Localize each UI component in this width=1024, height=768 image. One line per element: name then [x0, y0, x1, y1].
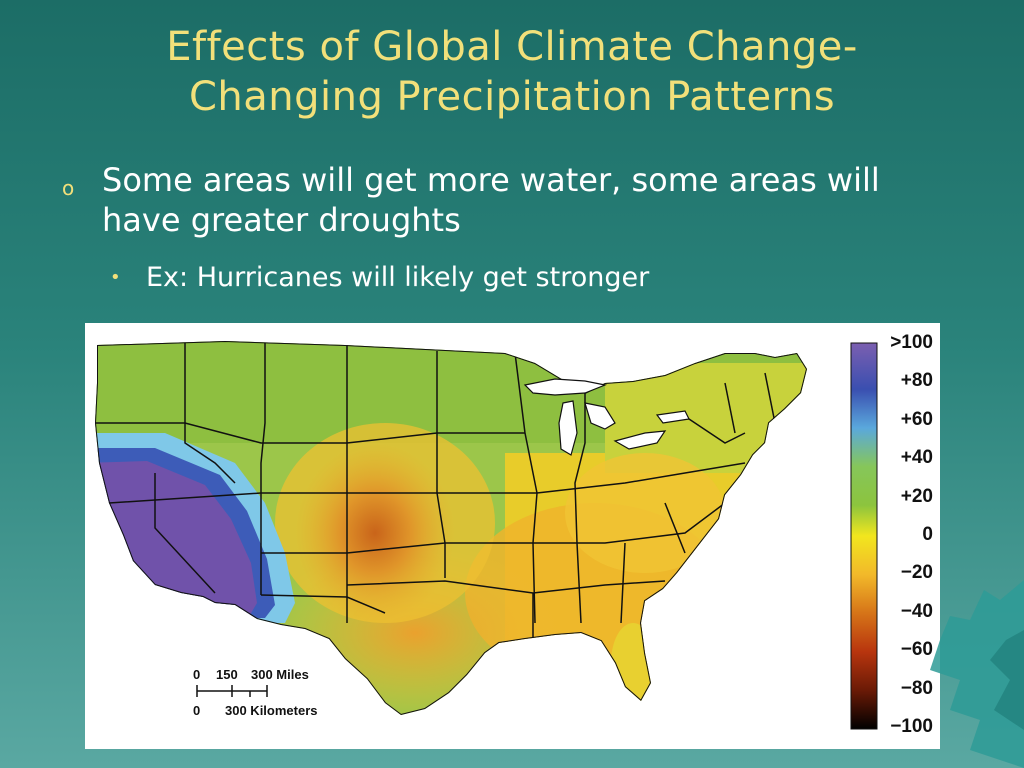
title-line-1: Effects of Global Climate Change- [166, 24, 858, 70]
legend-label: +80 [900, 370, 933, 392]
scale-bar [196, 685, 268, 697]
legend-label: >100 [890, 332, 933, 353]
legend-label: −20 [900, 562, 933, 584]
legend-label: −60 [900, 639, 933, 661]
legend-label: −100 [890, 716, 933, 737]
legend-color-bar [850, 342, 878, 730]
title-line-2: Changing Precipitation Patterns [188, 74, 836, 120]
scale-miles-150: 150 [216, 667, 238, 682]
bullet-text: Some areas will get more water, some are… [102, 161, 880, 239]
sub-bullet-text: Ex: Hurricanes will likely get stronger [146, 262, 650, 293]
legend-label: +40 [900, 447, 933, 469]
us-map-graphic [95, 341, 878, 730]
legend-label: −40 [900, 600, 933, 622]
legend-label: 0 [922, 524, 933, 545]
legend-label: −80 [900, 677, 933, 699]
bullet-marker: o [62, 176, 75, 200]
scale-miles-0: 0 [193, 667, 201, 682]
slide-title: Effects of Global Climate Change- Changi… [0, 22, 1024, 122]
legend-label: +60 [900, 408, 933, 430]
scale-km-300: 300 Kilometers [225, 703, 318, 718]
scale-km-0: 0 [193, 703, 201, 718]
decorative-wave-graphic [930, 580, 1024, 768]
precipitation-map: >100 +80 +60 +40 +20 0 −20 −40 −60 −80 −100 0 150 … [85, 323, 940, 749]
legend-label: +20 [900, 485, 933, 507]
scale-miles-300: 300 Miles [251, 667, 309, 682]
sub-bullet-marker: • [110, 267, 121, 288]
